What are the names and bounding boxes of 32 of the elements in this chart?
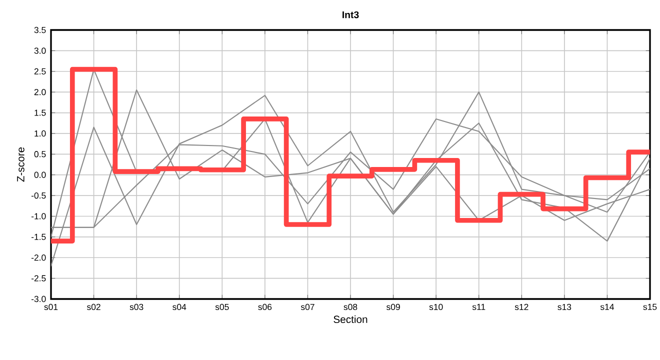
- x-tick-label: s13: [558, 304, 572, 310]
- x-tick-label: s12: [514, 304, 528, 310]
- x-tick-label: s05: [215, 304, 229, 310]
- x-tick-label: s02: [86, 304, 100, 310]
- x-tick-label: s14: [600, 304, 614, 310]
- x-tick-label: s04: [172, 304, 186, 310]
- chart-title: Int3: [342, 11, 359, 18]
- y-axis-title: Z-score: [17, 147, 24, 182]
- x-tick-label: s09: [386, 304, 400, 310]
- y-tick-label: 0.5: [34, 151, 46, 158]
- x-tick-label: s06: [258, 304, 272, 310]
- x-tick-label: s08: [344, 304, 358, 310]
- y-tick-label: -1.5: [31, 234, 46, 240]
- y-tick-label: -3.0: [31, 296, 46, 302]
- x-tick-label: s03: [130, 304, 144, 310]
- y-tick-label: 3.5: [34, 26, 46, 34]
- x-tick-label: s07: [300, 304, 314, 310]
- y-tick-label: 2.0: [34, 88, 46, 96]
- x-tick-label: s01: [44, 304, 58, 310]
- y-tick-label: -2.0: [31, 254, 46, 261]
- y-tick-label: -0.5: [31, 192, 46, 199]
- x-tick-label: s10: [429, 304, 443, 310]
- x-tick-label: s11: [472, 304, 486, 310]
- y-tick-label: 1.5: [34, 110, 46, 116]
- y-tick-label: 1.0: [34, 130, 46, 137]
- x-axis-title: Section: [334, 315, 368, 324]
- y-tick-label: -2.5: [31, 275, 46, 282]
- y-tick-label: 2.5: [34, 68, 46, 74]
- x-tick-label: s15: [643, 304, 657, 310]
- y-tick-label: -1.0: [31, 213, 46, 220]
- y-tick-label: 0.0: [34, 172, 46, 178]
- y-tick-label: 3.0: [34, 48, 46, 54]
